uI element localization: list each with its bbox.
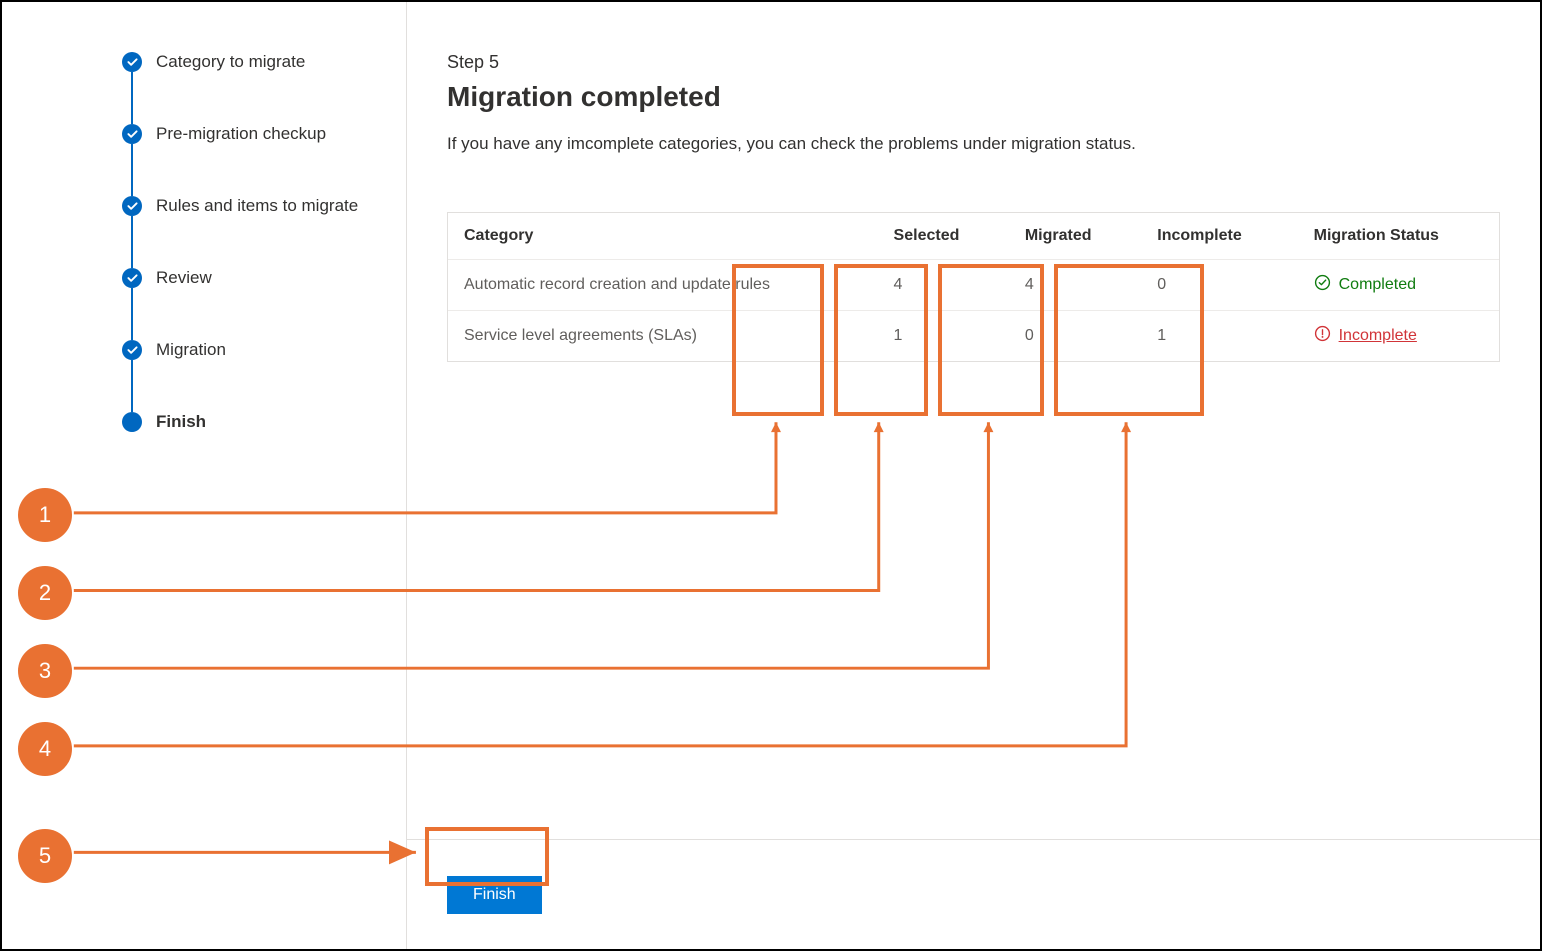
table-row: Automatic record creation and update rul… xyxy=(448,259,1499,310)
results-table: Category Selected Migrated Incomplete Mi… xyxy=(448,213,1499,361)
cell-category: Automatic record creation and update rul… xyxy=(448,259,878,310)
app-frame: Category to migrate Pre-migration checkup… xyxy=(0,0,1542,951)
cell-migrated: 0 xyxy=(1009,310,1141,361)
check-icon xyxy=(122,268,142,288)
col-header-status: Migration Status xyxy=(1298,213,1499,260)
status-text: Completed xyxy=(1339,276,1416,294)
cell-selected: 4 xyxy=(878,259,1009,310)
content-row: Category to migrate Pre-migration checkup… xyxy=(2,2,1540,949)
cell-incomplete: 1 xyxy=(1141,310,1297,361)
stepper-item-label: Review xyxy=(156,268,212,288)
check-icon xyxy=(122,340,142,360)
stepper-connector xyxy=(131,288,133,340)
stepper-item[interactable]: Finish xyxy=(122,412,386,432)
cell-status: Incomplete xyxy=(1298,310,1499,361)
check-icon xyxy=(122,52,142,72)
stepper-item-label: Pre-migration checkup xyxy=(156,124,326,144)
step-number-label: Step 5 xyxy=(447,52,1500,73)
table-row: Service level agreements (SLAs)101Incomp… xyxy=(448,310,1499,361)
stepper-connector xyxy=(131,216,133,268)
cell-status: Completed xyxy=(1298,259,1499,310)
col-header-incomplete: Incomplete xyxy=(1141,213,1297,260)
stepper-item-label: Category to migrate xyxy=(156,52,305,72)
page-subheading: If you have any imcomplete categories, y… xyxy=(447,131,1217,157)
col-header-category: Category xyxy=(448,213,878,260)
check-icon xyxy=(122,196,142,216)
page-title: Migration completed xyxy=(447,81,1500,113)
cell-incomplete: 0 xyxy=(1141,259,1297,310)
status-text[interactable]: Incomplete xyxy=(1339,327,1417,345)
wizard-stepper: Category to migrate Pre-migration checkup… xyxy=(2,2,407,949)
stepper-item[interactable]: Category to migrate xyxy=(122,52,386,124)
cell-category: Service level agreements (SLAs) xyxy=(448,310,878,361)
stepper-item-label: Finish xyxy=(156,412,206,432)
stepper-item[interactable]: Migration xyxy=(122,340,386,412)
stepper-dot-icon xyxy=(122,412,142,432)
finish-button[interactable]: Finish xyxy=(447,876,542,914)
stepper-item[interactable]: Review xyxy=(122,268,386,340)
stepper-item[interactable]: Rules and items to migrate xyxy=(122,196,386,268)
alert-circle-icon xyxy=(1314,325,1331,347)
footer-bar: Finish xyxy=(407,839,1540,949)
stepper-connector xyxy=(131,144,133,196)
cell-migrated: 4 xyxy=(1009,259,1141,310)
stepper-item[interactable]: Pre-migration checkup xyxy=(122,124,386,196)
col-header-selected: Selected xyxy=(878,213,1009,260)
stepper-item-label: Rules and items to migrate xyxy=(156,196,358,216)
col-header-migrated: Migrated xyxy=(1009,213,1141,260)
check-circle-icon xyxy=(1314,274,1331,296)
results-table-container: Category Selected Migrated Incomplete Mi… xyxy=(447,212,1500,362)
table-header-row: Category Selected Migrated Incomplete Mi… xyxy=(448,213,1499,260)
cell-selected: 1 xyxy=(878,310,1009,361)
stepper-connector xyxy=(131,72,133,124)
stepper-connector xyxy=(131,360,133,412)
check-icon xyxy=(122,124,142,144)
main-panel: Step 5 Migration completed If you have a… xyxy=(407,2,1540,949)
stepper-item-label: Migration xyxy=(156,340,226,360)
